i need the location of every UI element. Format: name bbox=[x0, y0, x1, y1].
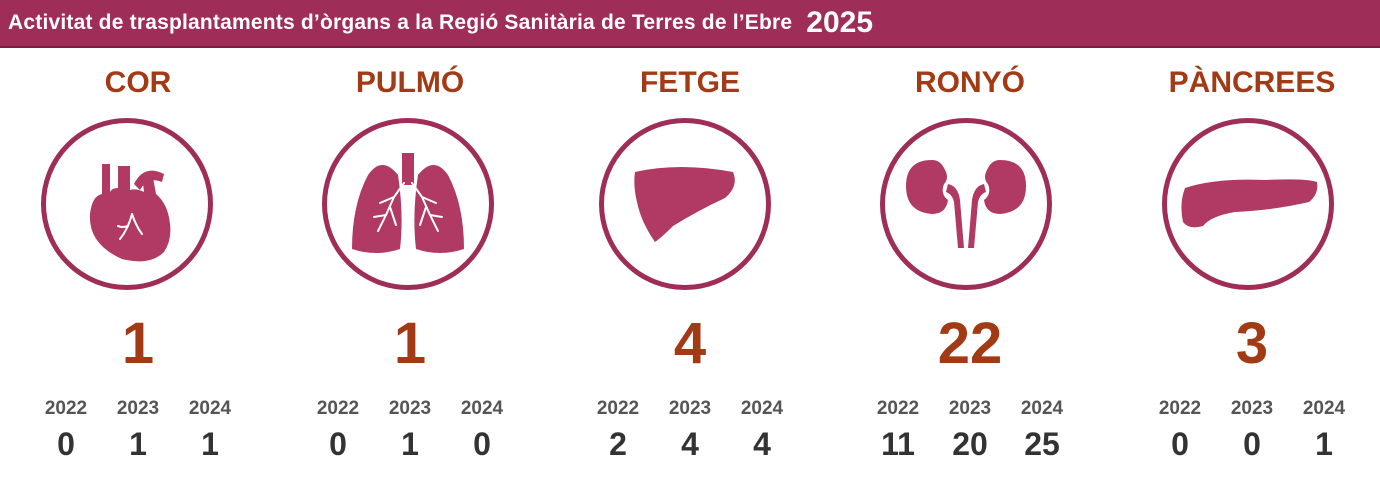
history-year: 2024 bbox=[740, 398, 784, 419]
history-year: 2023 bbox=[1230, 398, 1274, 419]
organ-icon-circle bbox=[41, 118, 213, 290]
organ-history: 2022 0 2023 1 2024 1 bbox=[0, 398, 276, 463]
kidneys-icon bbox=[906, 160, 1026, 248]
organ-total-2025: 1 bbox=[121, 311, 155, 376]
organ-name: COR bbox=[104, 66, 172, 99]
organ-icon-circle bbox=[1162, 118, 1334, 290]
organ-name: RONYÓ bbox=[914, 66, 1025, 99]
organ-total-2025: 1 bbox=[393, 311, 427, 376]
history-year: 2023 bbox=[668, 398, 712, 419]
history-value: 2 bbox=[609, 426, 627, 462]
history-year: 2023 bbox=[116, 398, 160, 419]
history-value: 0 bbox=[329, 426, 347, 462]
organ-history: 2022 2 2023 4 2024 4 bbox=[552, 398, 828, 463]
history-value: 25 bbox=[1024, 426, 1060, 462]
history-value: 4 bbox=[681, 426, 699, 462]
history-value: 0 bbox=[1171, 426, 1189, 462]
organ-total-2025: 22 bbox=[937, 311, 1003, 376]
organ-history: 2022 0 2023 1 2024 0 bbox=[272, 398, 548, 463]
history-year: 2023 bbox=[948, 398, 992, 419]
history-value: 1 bbox=[401, 426, 419, 462]
liver-icon bbox=[634, 167, 735, 242]
organ-card-fetge: FETGE 4 2022 2 2023 4 2024 4 bbox=[552, 46, 828, 492]
organ-name: FETGE bbox=[639, 66, 740, 99]
heart-icon bbox=[89, 164, 171, 262]
history-value: 0 bbox=[473, 426, 491, 462]
organ-icon-circle bbox=[880, 118, 1052, 290]
organ-card-ronyo: RONYÓ 22 2022 11 2023 20 2024 25 bbox=[832, 46, 1108, 492]
header-year: 2025 bbox=[806, 6, 874, 39]
history-year: 2022 bbox=[876, 398, 920, 419]
organ-history: 2022 0 2023 0 2024 1 bbox=[1114, 398, 1380, 463]
history-year: 2024 bbox=[460, 398, 504, 419]
history-year: 2022 bbox=[44, 398, 88, 419]
lungs-icon bbox=[352, 153, 464, 253]
organ-name: PÀNCREES bbox=[1168, 66, 1336, 99]
history-year: 2024 bbox=[1302, 398, 1346, 419]
organ-name: PULMÓ bbox=[355, 66, 465, 99]
history-year: 2024 bbox=[188, 398, 232, 419]
history-year: 2022 bbox=[1158, 398, 1202, 419]
organ-icon-circle bbox=[599, 118, 771, 290]
organ-total-2025: 4 bbox=[673, 311, 707, 376]
header-bar: Activitat de trasplantaments d’òrgans a … bbox=[0, 0, 1380, 48]
organ-icon-circle bbox=[322, 118, 494, 290]
page-title: Activitat de trasplantaments d’òrgans a … bbox=[8, 11, 793, 34]
history-value: 0 bbox=[57, 426, 75, 462]
pancreas-icon bbox=[1181, 179, 1318, 228]
history-year: 2022 bbox=[316, 398, 360, 419]
history-value: 1 bbox=[1315, 426, 1333, 462]
history-value: 1 bbox=[201, 426, 219, 462]
history-year: 2024 bbox=[1020, 398, 1064, 419]
organ-card-pulmo: PULMÓ 1 2022 0 2023 1 2024 0 bbox=[272, 46, 548, 492]
history-value: 11 bbox=[881, 426, 915, 462]
organ-card-cor: COR 1 2022 0 2023 1 2024 1 bbox=[0, 46, 276, 492]
history-value: 20 bbox=[952, 426, 988, 462]
history-year: 2023 bbox=[388, 398, 432, 419]
organ-history: 2022 11 2023 20 2024 25 bbox=[832, 398, 1108, 463]
history-year: 2022 bbox=[596, 398, 640, 419]
history-value: 1 bbox=[129, 426, 147, 462]
organ-total-2025: 3 bbox=[1235, 311, 1269, 376]
history-value: 0 bbox=[1243, 426, 1261, 462]
organ-card-pancrees: PÀNCREES 3 2022 0 2023 0 2024 1 bbox=[1114, 46, 1380, 492]
history-value: 4 bbox=[753, 426, 771, 462]
